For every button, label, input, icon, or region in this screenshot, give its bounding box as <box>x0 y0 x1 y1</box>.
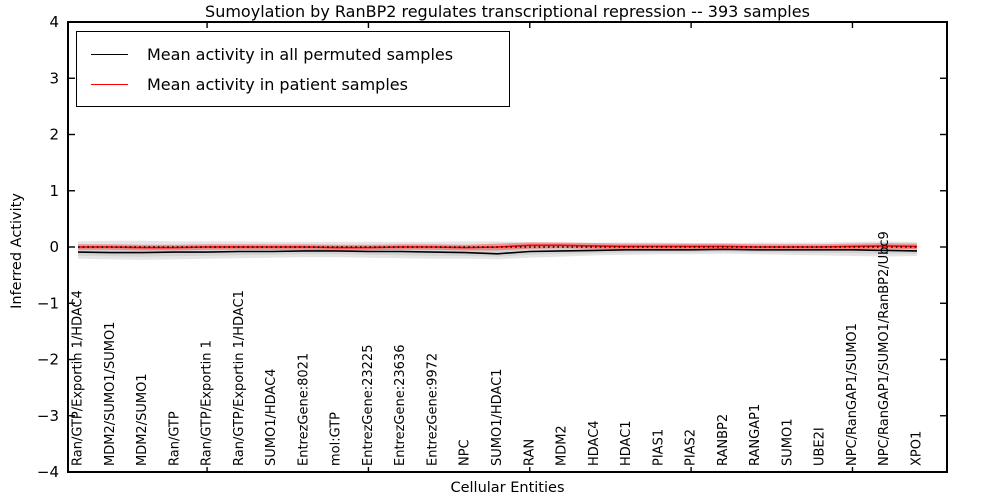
legend-item-patient: Mean activity in patient samples <box>91 69 499 99</box>
legend-item-permuted: Mean activity in all permuted samples <box>91 39 499 69</box>
x-tick-label: HDAC4 <box>587 420 602 466</box>
y-tick-label: −1 <box>37 294 59 312</box>
x-tick-label: PIAS2 <box>684 429 699 466</box>
x-tick-label: NPC <box>458 439 473 466</box>
x-tick-label: UBE2I <box>813 427 828 466</box>
x-tick-label: MDM2/SUMO1/SUMO1 <box>103 322 118 466</box>
x-tick-label: Ran/GTP/Exportin 1 <box>200 340 215 466</box>
x-tick-label: HDAC1 <box>619 420 634 466</box>
x-tick-label: Ran/GTP/Exportin 1/HDAC4 <box>71 290 86 466</box>
x-tick-label: mol:GTP <box>329 412 344 466</box>
x-tick-label: SUMO1 <box>780 419 795 467</box>
y-tick-label: 1 <box>49 182 59 200</box>
permuted-std-band <box>78 240 917 260</box>
permuted-mean-line <box>77 248 918 255</box>
patient-line-swatch <box>91 83 128 85</box>
y-tick-label: −3 <box>37 407 59 425</box>
x-tick-label: EntrezGene:9972 <box>425 353 440 466</box>
x-tick-label: EntrezGene:8021 <box>296 353 311 466</box>
legend: Mean activity in all permuted samples Me… <box>76 31 510 107</box>
x-tick-label: Ran/GTP <box>167 411 182 466</box>
x-tick-label: SUMO1/HDAC4 <box>264 369 279 466</box>
x-tick-label: XPO1 <box>910 431 925 466</box>
x-tick-label: Ran/GTP/Exportin 1/HDAC1 <box>232 290 247 466</box>
y-tick-label: −2 <box>37 351 59 369</box>
y-tick-label: 0 <box>49 238 59 256</box>
x-tick-label: MDM2 <box>555 425 570 466</box>
x-tick-label: PIAS1 <box>651 429 666 466</box>
x-tick-label: EntrezGene:23636 <box>393 345 408 466</box>
y-tick-label: −4 <box>37 463 59 481</box>
x-tick-label: SUMO1/HDAC1 <box>490 369 505 466</box>
permuted-std-band-inner <box>78 245 917 257</box>
x-axis-label: Cellular Entities <box>450 480 565 496</box>
x-tick-label: EntrezGene:23225 <box>361 345 376 466</box>
x-tick-label: NPC/RanGAP1/SUMO1/RanBP2/Ubc9 <box>877 231 892 466</box>
y-axis-label: Inferred Activity <box>9 193 25 309</box>
y-tick-label: 3 <box>49 69 59 87</box>
legend-label-permuted: Mean activity in all permuted samples <box>147 44 454 64</box>
chart-title: Sumoylation by RanBP2 regulates transcri… <box>205 2 810 21</box>
x-tick-label: RANGAP1 <box>748 404 763 466</box>
permuted-line-swatch <box>91 53 128 55</box>
x-tick-label: MDM2/SUMO1 <box>135 373 150 466</box>
y-tick-label: 4 <box>49 13 59 31</box>
legend-label-patient: Mean activity in patient samples <box>147 74 408 94</box>
y-tick-label: 2 <box>49 126 59 144</box>
x-tick-label: RANBP2 <box>716 414 731 466</box>
x-tick-label: RAN <box>522 439 537 466</box>
x-tick-label: NPC/RanGAP1/SUMO1 <box>845 323 860 466</box>
